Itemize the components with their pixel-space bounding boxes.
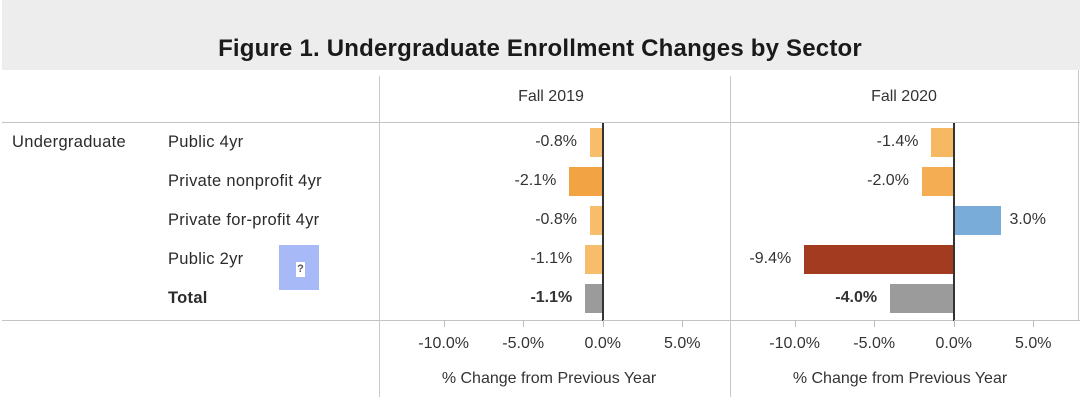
column-divider-1 (379, 76, 380, 397)
x-axis-title-fall-2019: % Change from Previous Year (441, 370, 657, 387)
title-band (2, 0, 1080, 70)
data-label-fall-2020: -4.0% (835, 289, 878, 306)
x-tick-label-fall-2019: -5.0% (502, 335, 545, 352)
data-label-fall-2019: -0.8% (535, 133, 577, 150)
x-tick-fall-2020 (953, 320, 955, 327)
x-tick-fall-2020 (874, 320, 876, 327)
data-label-fall-2020: 3.0% (1009, 211, 1046, 228)
bar-fall-2020 (921, 167, 954, 196)
row-group-label: Undergraduate (12, 133, 126, 151)
bar-fall-2020 (804, 245, 954, 274)
category-label: Public 4yr (168, 133, 244, 151)
right-border (1078, 70, 1079, 320)
panel-header-fall-2020: Fall 2020 (871, 88, 937, 105)
bar-fall-2019 (590, 128, 603, 157)
category-label: Private nonprofit 4yr (168, 172, 322, 190)
category-label: Private for-profit 4yr (168, 211, 320, 229)
x-tick-fall-2019 (443, 320, 445, 327)
x-tick-fall-2020 (794, 320, 796, 327)
data-label-fall-2019: -1.1% (530, 289, 573, 306)
x-tick-label-fall-2019: -10.0% (418, 335, 469, 352)
x-tick-label-fall-2019: 0.0% (584, 335, 621, 352)
body-bottom-divider (2, 320, 1080, 321)
data-label-fall-2019: -2.1% (514, 172, 557, 189)
data-label-fall-2019: -1.1% (530, 250, 573, 267)
data-label-fall-2020: -9.4% (749, 250, 792, 267)
bar-fall-2019 (585, 284, 603, 313)
bar-fall-2019 (569, 167, 603, 196)
category-label-total: Total (168, 289, 208, 307)
header-divider (2, 122, 1080, 123)
bar-fall-2020 (890, 284, 954, 313)
x-tick-fall-2020 (1033, 320, 1035, 327)
data-label-fall-2019: -0.8% (535, 211, 577, 228)
zero-line-fall-2020 (952, 123, 955, 321)
x-tick-label-fall-2019: 5.0% (664, 335, 701, 352)
x-tick-label-fall-2020: 5.0% (1015, 335, 1052, 352)
help-icon[interactable]: ? (296, 262, 305, 277)
bar-fall-2019 (590, 206, 603, 235)
data-label-fall-2020: -2.0% (867, 172, 909, 189)
x-tick-fall-2019 (682, 320, 684, 327)
category-label: Public 2yr (168, 250, 244, 268)
x-tick-fall-2019 (602, 320, 604, 327)
x-tick-label-fall-2020: -5.0% (853, 335, 896, 352)
x-tick-fall-2019 (523, 320, 525, 327)
zero-line-fall-2019 (601, 123, 604, 321)
bar-fall-2019 (585, 245, 603, 274)
panel-header-fall-2019: Fall 2019 (518, 88, 584, 105)
column-divider-2 (730, 76, 731, 397)
bar-fall-2020 (953, 206, 1002, 235)
x-tick-label-fall-2020: -10.0% (769, 335, 820, 352)
x-axis-title-fall-2020: % Change from Previous Year (792, 370, 1008, 387)
figure-title: Figure 1. Undergraduate Enrollment Chang… (218, 35, 862, 62)
x-tick-label-fall-2020: 0.0% (935, 335, 972, 352)
data-label-fall-2020: -1.4% (876, 133, 919, 150)
bar-fall-2020 (931, 128, 954, 157)
